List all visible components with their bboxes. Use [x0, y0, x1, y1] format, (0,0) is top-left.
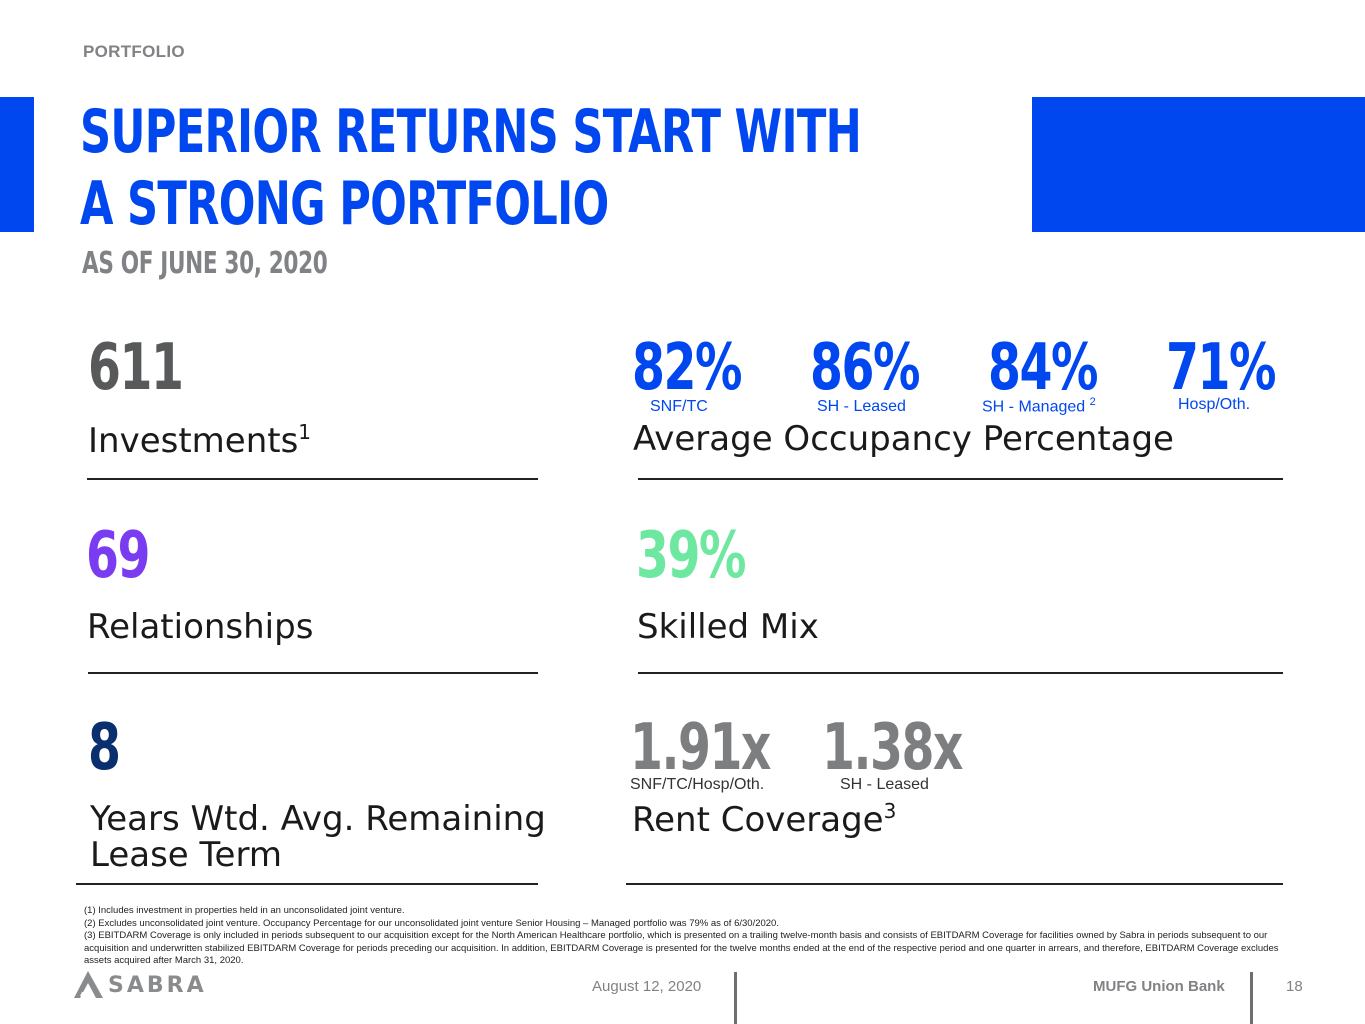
rent-coverage-label-text: Rent Coverage [632, 800, 884, 840]
footnotes: (1) Includes investment in properties he… [84, 905, 1284, 968]
lease-term-label-line-2: Lease Term [90, 835, 282, 875]
footnote-ref-2: 2 [1089, 396, 1096, 408]
lease-term-value: 8 [88, 711, 121, 785]
divider-rule [76, 883, 538, 885]
relationships-label: Relationships [87, 607, 314, 647]
divider-rule [88, 672, 538, 674]
footnote-3: (3) EBITDARM Coverage is only included i… [84, 930, 1279, 966]
skilled-mix-label: Skilled Mix [637, 607, 819, 647]
divider-rule [638, 478, 1283, 480]
occupancy-sh-managed-label: SH - Managed 2 [982, 396, 1096, 416]
divider-rule [626, 883, 1283, 885]
footer-separator [1250, 972, 1253, 1024]
page-title: SUPERIOR RETURNS START WITH A STRONG POR… [80, 96, 862, 240]
investments-label-text: Investments [88, 421, 299, 461]
occupancy-hosp-label: Hosp/Oth. [1178, 396, 1251, 413]
rent-coverage-sh-label: SH - Leased [840, 776, 929, 793]
title-line-1: SUPERIOR RETURNS START WITH [80, 97, 862, 167]
sabra-logo: SABRA [74, 970, 244, 1000]
footer-date: August 12, 2020 [592, 978, 702, 995]
page-number: 18 [1286, 978, 1303, 995]
title-line-2: A STRONG PORTFOLIO [80, 169, 609, 239]
rent-coverage-label: Rent Coverage3 [632, 800, 896, 840]
occupancy-sh-managed-value: 84% [988, 331, 1098, 405]
divider-rule [638, 672, 1283, 674]
occupancy-sh-leased-label: SH - Leased [817, 398, 906, 415]
lease-term-label-line-1: Years Wtd. Avg. Remaining [90, 799, 546, 839]
occupancy-sh-leased-value: 86% [810, 331, 920, 405]
logo-text: SABRA [108, 973, 207, 998]
occupancy-snf-label: SNF/TC [650, 398, 708, 415]
left-accent-bar [0, 97, 34, 232]
divider-rule [87, 478, 538, 480]
skilled-mix-value: 39% [636, 519, 746, 593]
rent-coverage-sh-value: 1.38x [822, 711, 963, 785]
occupancy-sh-managed-label-text: SH - Managed [982, 398, 1086, 416]
footnote-2: (2) Excludes unconsolidated joint ventur… [84, 917, 779, 929]
occupancy-hosp-value: 71% [1166, 331, 1276, 405]
section-label: PORTFOLIO [83, 42, 185, 61]
footer-bank: MUFG Union Bank [1093, 978, 1225, 995]
footer-separator [734, 972, 737, 1024]
footnote-1: (1) Includes investment in properties he… [84, 905, 405, 916]
investments-label: Investments1 [88, 421, 311, 461]
right-accent-block [1032, 97, 1365, 232]
investments-value: 611 [88, 331, 184, 405]
footnote-ref-1: 1 [298, 420, 312, 444]
rent-coverage-snf-label: SNF/TC/Hosp/Oth. [630, 776, 765, 793]
occupancy-label: Average Occupancy Percentage [633, 419, 1174, 459]
relationships-value: 69 [86, 519, 150, 593]
footnote-ref-3: 3 [883, 799, 897, 823]
occupancy-snf-value: 82% [632, 331, 742, 405]
sabra-mark-icon [74, 971, 103, 998]
page-subtitle: AS OF JUNE 30, 2020 [82, 246, 328, 281]
rent-coverage-snf-value: 1.91x [630, 711, 771, 785]
